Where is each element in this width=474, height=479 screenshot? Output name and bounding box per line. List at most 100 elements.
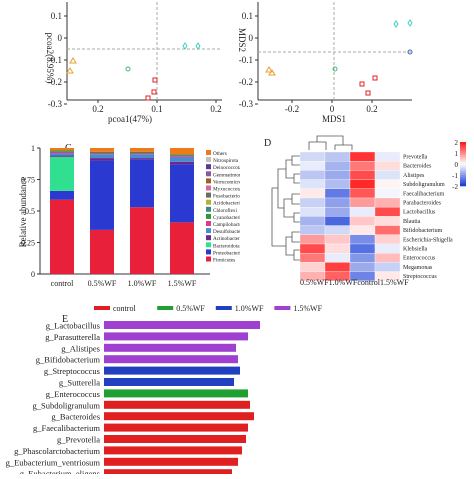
heatmap-scale-label: -1 xyxy=(452,172,458,180)
stacked-bar-segment xyxy=(130,158,154,160)
heatmap-cell xyxy=(349,179,376,189)
stacked-bar-segment xyxy=(50,156,74,191)
pcoa-xlabel: pcoa1(47%) xyxy=(108,114,152,124)
pcoa-xtick-label: 0.2 xyxy=(92,104,103,114)
stacked-bar-segment xyxy=(170,154,194,156)
heatmap-cell xyxy=(349,188,376,199)
c-ytick-label: 1 xyxy=(31,144,35,153)
stacked-bar-segment xyxy=(50,148,74,151)
lefse-bar xyxy=(104,355,238,364)
mds-point-15wf xyxy=(265,66,273,73)
heatmap-cell xyxy=(299,170,326,180)
heatmap-panel: D Prevotella Bacteroides Alistipes Subdolig… xyxy=(262,132,474,292)
pcoa-xtick-label: 0.2 xyxy=(210,104,221,114)
lefse-bar xyxy=(104,321,260,329)
stacked-bar-segment xyxy=(90,151,114,154)
heatmap-cell xyxy=(324,225,351,235)
c-legend-swatch xyxy=(206,199,211,205)
heatmap-cell xyxy=(299,216,326,226)
stacked-bar-segment xyxy=(90,158,114,161)
c-xtick-label: control xyxy=(51,279,74,288)
heatmap: D Prevotella Bacteroides Alistipes Subdolig… xyxy=(264,135,466,287)
c-legend-label: Desulfobacterota xyxy=(213,228,240,235)
c-legend-swatch xyxy=(206,157,211,163)
c-legend-swatch xyxy=(206,171,211,177)
pcoa-ylabel: pcoa2(8.95%) xyxy=(45,33,55,84)
lefse-taxon-label: g_Eubacterium_eligens xyxy=(20,469,100,474)
lefse-taxon-label: g_Parasutterella xyxy=(45,332,100,342)
heatmap-cell xyxy=(349,170,376,180)
heatmap-cell xyxy=(374,234,401,245)
lefse-bar-chart: E control 0.5%WF 1.0%WF 1.5%WF g_Lactobacil… xyxy=(6,304,323,479)
lefse-taxon-label: g_Prevotella xyxy=(57,435,100,445)
stacked-bar-segment xyxy=(170,155,194,157)
heatmap-cell xyxy=(349,243,376,254)
heatmap-cell xyxy=(374,207,401,217)
c-legend-label: Gemmatimonadota xyxy=(213,172,240,178)
c-xtick-label: 1.5%WF xyxy=(168,279,197,288)
stacked-bar-segment xyxy=(130,148,154,152)
mds-xtick-label: 0 xyxy=(330,104,335,114)
heatmap-cell xyxy=(374,197,401,208)
c-legend-label: Deinococcota xyxy=(213,165,240,171)
heatmap-row-label: Prevotella xyxy=(403,155,428,161)
stacked-bar-segment xyxy=(50,155,74,157)
c-legend-label: Chloroflexi xyxy=(213,207,237,214)
stacked-bar-segment xyxy=(50,199,74,274)
heatmap-cell xyxy=(324,216,351,226)
heatmap-cell xyxy=(349,161,376,171)
c-legend-label: Campilobacterota xyxy=(213,222,240,228)
heatmap-scale-step xyxy=(460,161,466,165)
stacked-bar-chart: C Relative abundance 10.750.50.250 contr… xyxy=(18,143,253,288)
heatmap-cell xyxy=(374,271,401,281)
heatmap-scale-step xyxy=(460,153,466,156)
heatmap-scale-step xyxy=(460,181,466,185)
mds-ytick-label: -0.3 xyxy=(239,99,254,109)
lefse-bar xyxy=(104,366,240,375)
heatmap-cell xyxy=(324,197,351,208)
lefse-bar xyxy=(104,469,232,478)
pcoa-point-15wf xyxy=(69,57,77,64)
c-legend-swatch xyxy=(206,221,211,226)
pcoa-plot: 0.10-0.1-0.2-0.3 0.2 0.1 0.2 pcoa2(8.95%) … xyxy=(45,2,222,124)
mds-ytick-label: 0 xyxy=(249,33,254,43)
heatmap-scale-step xyxy=(460,172,466,176)
stacked-bar-segment xyxy=(170,156,194,162)
pcoa-ytick-label: 0.1 xyxy=(51,11,62,21)
c-legend-label: Myxococcota xyxy=(213,187,240,193)
c-legend-swatch xyxy=(206,178,211,184)
c-ytick-label: 0 xyxy=(31,270,35,279)
heatmap-cell xyxy=(374,225,401,235)
mds-point-control xyxy=(365,90,371,96)
heatmap-cell xyxy=(374,151,401,162)
heatmap-cell xyxy=(324,161,351,171)
heatmap-cell xyxy=(299,151,326,162)
heatmap-cell xyxy=(299,207,326,217)
stacked-bar-segment xyxy=(50,153,74,156)
heatmap-cell xyxy=(349,197,376,208)
c-legend-label: Actinobacteriota xyxy=(213,236,240,242)
mds-ytick-label: -0.1 xyxy=(239,55,253,65)
stacked-bar-segment xyxy=(130,151,154,154)
c-legend-label: Fusobacteriota xyxy=(213,194,240,200)
mds-panel: 0.1 0 -0.1 -0.2 -0.3 -0.2 0 0.2 MDS2 MDS1 xyxy=(234,0,474,125)
e-legend-label: 1.0%WF xyxy=(235,304,264,313)
heatmap-scale-step xyxy=(460,175,466,178)
heatmap-cell xyxy=(299,179,326,189)
mds-xtick-label: 0.2 xyxy=(366,104,377,114)
c-ytick-label: 0.5 xyxy=(25,207,35,216)
c-legend-swatch xyxy=(206,164,211,170)
heatmap-cell xyxy=(299,262,326,272)
stacked-bar-segment xyxy=(130,153,154,155)
c-legend-label: Cyanobacteria xyxy=(213,215,240,221)
c-ytick-label: 0.75 xyxy=(21,176,35,185)
mds-point-extra xyxy=(407,49,413,55)
heatmap-cell xyxy=(349,253,376,263)
mds-point-05wf xyxy=(332,66,338,72)
heatmap-cell xyxy=(324,207,351,217)
row-dendrogram xyxy=(271,155,300,261)
heatmap-scale-label: 1 xyxy=(455,150,459,158)
heatmap-scale-step xyxy=(460,155,466,158)
c-xtick-label: 1.0%WF xyxy=(128,279,157,288)
lefse-bar xyxy=(104,332,248,341)
